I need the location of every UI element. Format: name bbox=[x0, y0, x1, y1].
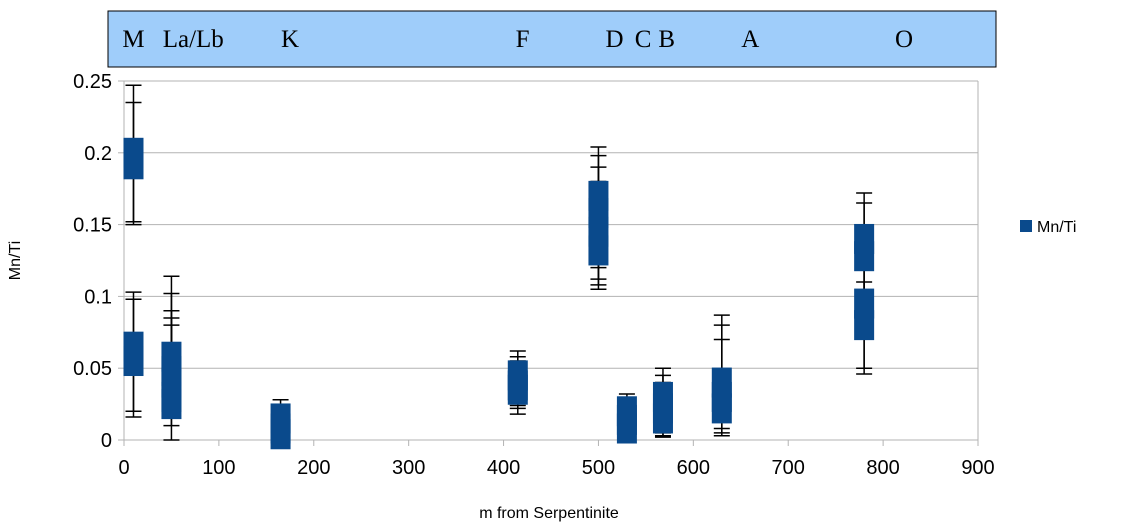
data-point bbox=[616, 413, 637, 444]
site-label: D bbox=[606, 26, 624, 53]
y-tick-label: 0 bbox=[101, 430, 112, 452]
legend-label: Mn/Ti bbox=[1037, 219, 1076, 236]
data-point bbox=[652, 403, 673, 434]
site-label: K bbox=[281, 26, 299, 53]
x-tick-label: 0 bbox=[118, 457, 129, 479]
site-label: F bbox=[516, 26, 530, 53]
y-axis-label: Mn/Ti bbox=[7, 241, 24, 280]
site-banner: M La/Lb K F D C B A O bbox=[107, 10, 997, 68]
x-tick-label: 700 bbox=[772, 457, 805, 479]
axes: 0 0.05 0.1 0.15 0.2 0.25 0 100 200 300 400 500 600 70… bbox=[73, 71, 995, 479]
y-tick-label: 0.15 bbox=[73, 215, 112, 237]
data-point bbox=[270, 419, 291, 450]
x-tick-label: 800 bbox=[866, 457, 899, 479]
site-label: O bbox=[895, 26, 913, 53]
x-tick-label: 900 bbox=[961, 457, 994, 479]
site-label: La/Lb bbox=[163, 26, 224, 53]
data-point bbox=[588, 235, 609, 266]
data-series bbox=[123, 84, 875, 450]
data-point bbox=[854, 241, 875, 272]
y-tick-label: 0.25 bbox=[73, 71, 112, 93]
site-label: B bbox=[658, 26, 675, 53]
legend: Mn/Ti bbox=[1020, 219, 1076, 236]
x-axis-label: m from Serpentinite bbox=[479, 505, 619, 522]
data-point bbox=[711, 393, 732, 424]
x-tick-label: 100 bbox=[202, 457, 235, 479]
data-point bbox=[854, 310, 875, 341]
data-point bbox=[123, 149, 144, 180]
x-tick-label: 500 bbox=[582, 457, 615, 479]
x-tick-label: 200 bbox=[297, 457, 330, 479]
site-label: A bbox=[741, 26, 759, 53]
y-tick-label: 0.05 bbox=[73, 358, 112, 380]
data-point bbox=[507, 374, 528, 405]
y-tick-label: 0.1 bbox=[84, 286, 112, 308]
data-point bbox=[161, 389, 182, 420]
x-tick-label: 600 bbox=[677, 457, 710, 479]
x-tick-label: 300 bbox=[392, 457, 425, 479]
legend-swatch bbox=[1020, 220, 1032, 232]
banner-box bbox=[107, 10, 997, 68]
x-tick-label: 400 bbox=[487, 457, 520, 479]
site-label: C bbox=[635, 26, 652, 53]
data-point bbox=[123, 346, 144, 377]
y-tick-label: 0.2 bbox=[84, 143, 112, 165]
site-label: M bbox=[122, 26, 144, 53]
